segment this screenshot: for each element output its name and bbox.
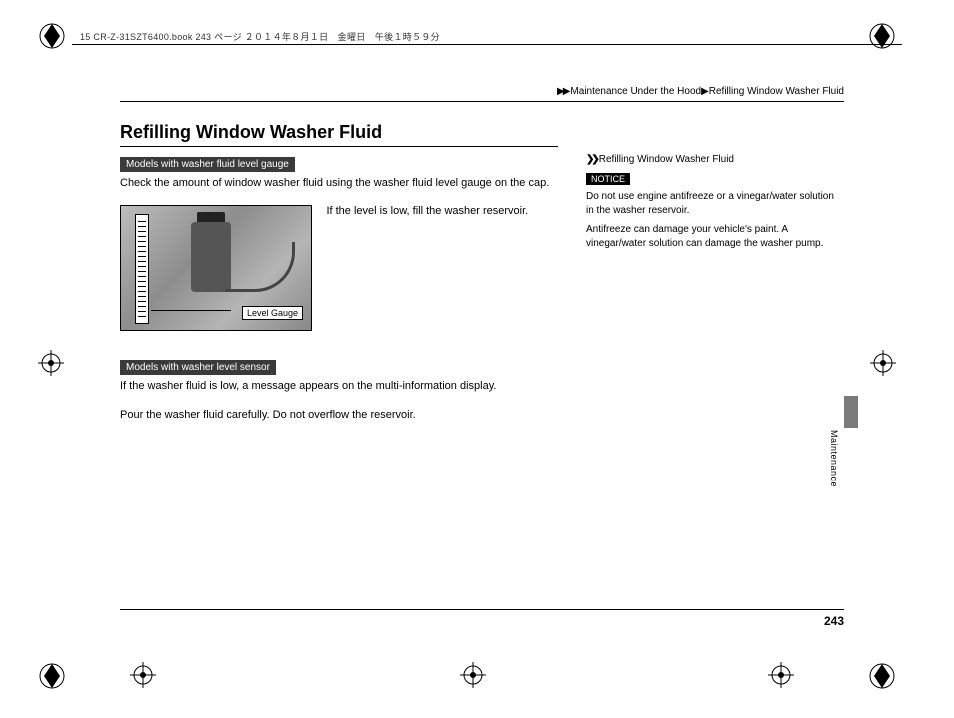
section-tab [844,396,858,428]
section-sensor: Models with washer level sensor If the w… [120,357,560,423]
paragraph-check-fluid: Check the amount of window washer fluid … [120,176,560,191]
sidebar-heading: ❯❯Refilling Window Washer Fluid [586,154,838,165]
notice-text-1: Do not use engine antifreeze or a vinega… [586,190,838,217]
paragraph-pour-careful: Pour the washer fluid carefully. Do not … [120,408,560,423]
reg-mark [38,662,66,690]
breadcrumb-page: Refilling Window Washer Fluid [709,86,844,97]
crosshair-mark [460,662,486,688]
sidebar-heading-text: Refilling Window Washer Fluid [599,154,734,165]
crosshair-mark [870,350,896,376]
breadcrumb-sep-icon: ▶ [701,86,709,97]
level-gauge-label: Level Gauge [242,306,303,320]
footer-rule [120,609,844,610]
header-meta: 15 CR-Z-31SZT6400.book 243 ページ ２０１４年８月１日… [80,30,440,43]
page-number: 243 [824,614,844,628]
sidebar-chevron-icon: ❯❯ [586,154,597,165]
reg-mark [868,662,896,690]
model-badge-sensor: Models with washer level sensor [120,360,276,375]
sidebar-notes: ❯❯Refilling Window Washer Fluid NOTICE D… [586,154,838,250]
model-badge-gauge: Models with washer fluid level gauge [120,157,295,172]
title-rule [120,146,558,147]
main-content: Models with washer fluid level gauge Che… [120,154,560,423]
washer-reservoir-image: Level Gauge [120,205,312,331]
paragraph-low-message: If the washer fluid is low, a message ap… [120,379,560,394]
section-tab-label: Maintenance [829,430,839,487]
crosshair-mark [38,350,64,376]
breadcrumb-rule [120,101,844,102]
notice-text-2: Antifreeze can damage your vehicle's pai… [586,223,838,250]
hose-shape [225,242,295,292]
gauge-marks [138,221,146,317]
notice-badge: NOTICE [586,173,630,185]
breadcrumb: ▶▶Maintenance Under the Hood▶Refilling W… [557,86,844,97]
header-rule [72,44,902,45]
level-gauge-strip [135,214,149,324]
reg-mark [868,22,896,50]
reg-mark [38,22,66,50]
crosshair-mark [768,662,794,688]
breadcrumb-section: Maintenance Under the Hood [570,86,701,97]
crosshair-mark [130,662,156,688]
breadcrumb-arrows-icon: ▶▶ [557,86,568,97]
page-title: Refilling Window Washer Fluid [120,122,382,143]
callout-line [151,310,231,311]
fill-instruction: If the level is low, fill the washer res… [326,205,556,217]
